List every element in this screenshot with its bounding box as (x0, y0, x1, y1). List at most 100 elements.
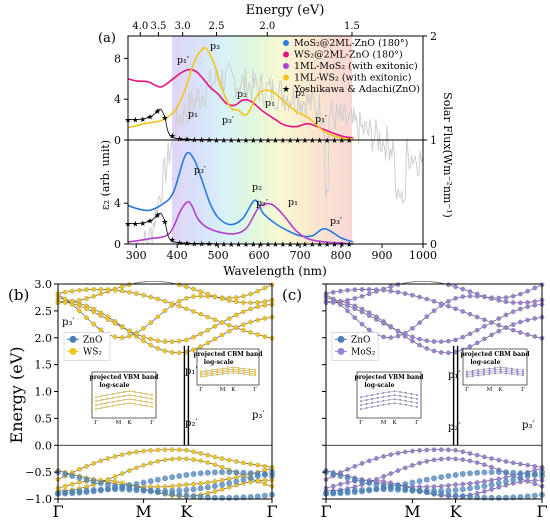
x-tick-label: Γ (536, 502, 547, 521)
zno-band-point (240, 469, 247, 476)
band-point (525, 332, 530, 337)
y-tick-label: 1.5 (35, 359, 53, 372)
series-line (127, 68, 354, 139)
band-point (410, 326, 415, 331)
band-point (205, 314, 211, 320)
x-tick-label: 700 (290, 249, 311, 262)
zno-band-point (219, 481, 226, 488)
x-tick-label: Γ (52, 502, 63, 521)
band-point (248, 291, 253, 297)
top-axis-ticks: 4.0 3.5 3.0 2.5 2.0 1.5 (132, 21, 360, 36)
band-point (417, 320, 422, 326)
band-point (98, 313, 104, 318)
band-point (155, 458, 161, 464)
solar-flux-line (135, 62, 424, 245)
legend-label: 1ML-WS₂ (with exitonic) (294, 73, 411, 84)
inset-scale-label: log-scale (204, 359, 234, 366)
band-legend-marker (337, 335, 345, 343)
band-point (233, 295, 239, 300)
band-legend-label: MoS₂ (351, 347, 376, 357)
inset-tick-label: K (393, 420, 398, 426)
band-point (424, 296, 430, 302)
band-point (69, 299, 75, 305)
band-point (518, 291, 523, 297)
band-point (532, 463, 538, 469)
zno-band-point (452, 487, 459, 494)
band-point (467, 293, 473, 299)
zno-band-point (169, 474, 176, 481)
band-point (119, 284, 125, 289)
series-line (127, 46, 354, 140)
peak-labels: p₃ p₁′ p₂ p₃′ p₂′ p₁ p₁′ p₁ p₃′ p₂ p₁ p₂′ p₃′ (177, 41, 342, 227)
zno-band-point (445, 491, 452, 498)
band-point (233, 299, 239, 305)
band-point (510, 300, 516, 305)
band-point (453, 295, 458, 301)
band-point (388, 471, 394, 476)
band-point (241, 309, 246, 315)
zno-band-point (395, 486, 401, 493)
band-point (467, 451, 473, 456)
inset-tick-label: Γ (465, 387, 469, 393)
zno-band-point (233, 494, 240, 501)
legend-marker (283, 40, 289, 46)
band-point (482, 294, 487, 299)
inset-tick-label: Γ (521, 387, 525, 393)
band-point (134, 449, 139, 455)
band-point (119, 324, 125, 330)
band-point (255, 478, 261, 484)
band-point (233, 325, 239, 331)
band-point (438, 350, 444, 355)
band-point (518, 461, 523, 467)
band-point (69, 481, 75, 487)
y-tick-label: 2.0 (35, 332, 53, 345)
band-point (410, 334, 415, 340)
band-point (460, 481, 466, 487)
band-point (410, 462, 415, 468)
reference-star-marker: ★ (139, 115, 146, 124)
band-point (112, 334, 118, 340)
reference-star-marker: ★ (139, 219, 146, 228)
band-legend-label: ZnO (351, 335, 370, 345)
band-point (248, 330, 253, 335)
zno-band-point (76, 488, 83, 495)
band-point (438, 483, 444, 489)
zno-band-point (481, 494, 488, 501)
zno-band-point (233, 469, 240, 476)
band-point (148, 336, 154, 342)
band-point (141, 334, 146, 340)
band-point (91, 321, 97, 327)
top-tick-label: 2.0 (259, 21, 275, 32)
inset-tick-label: M (220, 387, 226, 393)
zno-band-point (240, 494, 247, 501)
x-tick-label: 800 (331, 249, 352, 262)
band-point (77, 303, 82, 309)
panel-a-legend: MoS₂@2ML-ZnO (180°)WS₂@2ML-ZnO (180°)1ML… (282, 38, 420, 95)
band-peak-label: p₃′ (62, 317, 75, 328)
band-point (226, 316, 232, 321)
band-point (219, 464, 225, 470)
zno-band-point (104, 481, 111, 488)
band-point (191, 457, 196, 462)
x-tick-label: K (180, 502, 193, 521)
zno-band-point (76, 474, 83, 481)
x-tick-label: 1000 (409, 249, 437, 262)
band-point (381, 479, 386, 484)
band-point (417, 294, 422, 300)
band-point (262, 334, 268, 339)
reference-star-marker: ★ (176, 239, 183, 248)
legend-label: MoS₂@2ML-ZnO (180°) (294, 38, 408, 49)
peak-label: p₁′ (315, 114, 327, 125)
band-point (460, 294, 466, 299)
band-point (212, 462, 218, 468)
inset-tick-label: M (487, 387, 493, 393)
band-line (325, 449, 543, 480)
zno-band-point (90, 487, 97, 494)
zno-band-point (183, 487, 190, 494)
band-point (255, 300, 261, 305)
reference-star-marker: ★ (169, 132, 176, 141)
panel-b-letter: (b) (8, 286, 29, 304)
band-point (162, 298, 168, 304)
band-point (417, 448, 422, 453)
